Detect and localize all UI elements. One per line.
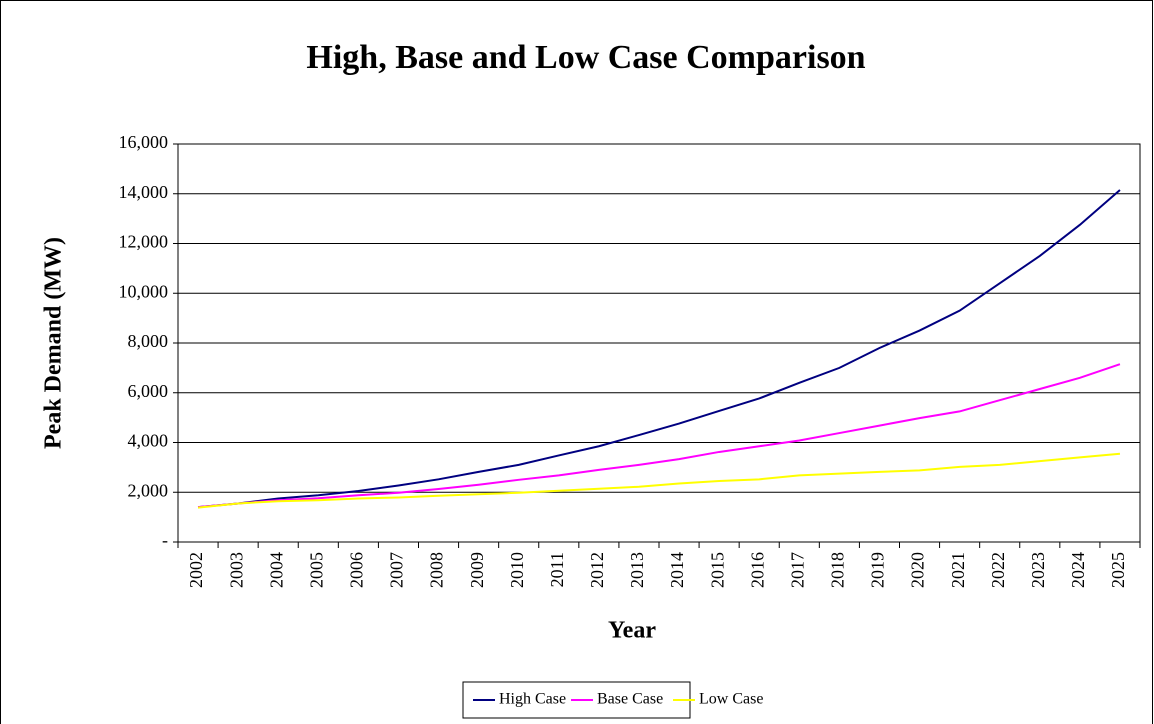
x-tick-label: 2010: [507, 552, 527, 588]
x-axis-label: Year: [608, 618, 656, 644]
x-tick-label: 2025: [1108, 552, 1128, 588]
x-tick-label: 2017: [787, 552, 807, 588]
y-tick-label: 14,000: [119, 182, 169, 202]
x-tick-label: 2013: [627, 552, 647, 588]
y-tick-label: 16,000: [119, 132, 169, 152]
x-tick-label: 2024: [1068, 552, 1088, 588]
series-line: [197, 452, 1121, 509]
x-tick-label: 2014: [667, 552, 687, 588]
x-tick-label: 2015: [707, 552, 727, 588]
y-axis-label: Peak Demand (MW): [41, 237, 67, 449]
legend-item: High Case: [473, 691, 566, 708]
x-tick-label: 2022: [988, 552, 1008, 588]
x-tick-label: 2004: [266, 552, 286, 588]
legend-item: Base Case: [571, 691, 663, 708]
x-tick-label: 2012: [587, 552, 607, 588]
x-tick-label: 2006: [347, 552, 367, 588]
legend-label: Base Case: [597, 691, 663, 708]
chart-title: High, Base and Low Case Comparison: [306, 39, 865, 76]
series-line: [197, 189, 1121, 509]
x-tick-label: 2007: [387, 552, 407, 588]
legend-item: Low Case: [673, 691, 763, 708]
y-tick-label: -: [162, 530, 168, 550]
legend-label: High Case: [499, 691, 566, 708]
x-tick-label: 2005: [306, 552, 326, 588]
y-tick-label: 12,000: [119, 232, 169, 252]
y-tick-label: 2,000: [128, 480, 169, 500]
x-tick-label: 2002: [186, 552, 206, 588]
x-tick-label: 2023: [1028, 552, 1048, 588]
x-tick-label: 2021: [948, 552, 968, 588]
x-tick-label: 2016: [747, 552, 767, 588]
y-tick-label: 4,000: [128, 431, 169, 451]
legend-label: Low Case: [699, 691, 763, 708]
y-tick-label: 8,000: [128, 331, 169, 351]
x-tick-label: 2018: [828, 552, 848, 588]
x-tick-label: 2003: [226, 552, 246, 588]
y-tick-label: 6,000: [128, 381, 169, 401]
x-tick-label: 2008: [427, 552, 447, 588]
x-tick-label: 2020: [908, 552, 928, 588]
x-tick-label: 2009: [467, 552, 487, 588]
x-tick-label: 2011: [547, 552, 567, 587]
y-tick-label: 10,000: [119, 281, 169, 301]
series-line: [197, 363, 1121, 509]
x-tick-label: 2019: [868, 552, 888, 588]
